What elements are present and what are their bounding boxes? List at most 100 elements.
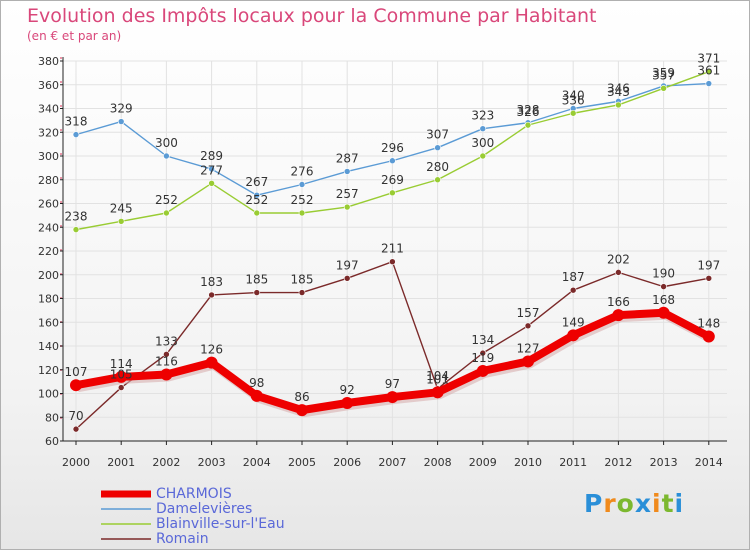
- data-point-charmois: [702, 330, 715, 343]
- data-point-romain: [524, 322, 532, 330]
- data-point-charmois: [522, 355, 534, 368]
- x-tick-label: 2009: [469, 456, 497, 469]
- data-label-charmois: 166: [607, 295, 630, 309]
- data-point-romain: [479, 349, 487, 357]
- data-label-romain: 202: [607, 252, 630, 266]
- data-point-blainville: [524, 121, 532, 129]
- data-point-romain: [117, 384, 125, 391]
- data-point-charmois: [386, 391, 399, 404]
- data-point-blainville: [389, 189, 396, 197]
- proxiti-logo: Proxiti: [584, 489, 684, 518]
- data-label-blainville: 280: [426, 160, 449, 174]
- data-point-blainville: [298, 209, 306, 217]
- data-point-romain: [72, 425, 80, 433]
- data-label-romain: 211: [381, 242, 404, 256]
- y-tick-label: 160: [38, 316, 59, 329]
- data-label-charmois: 86: [294, 390, 309, 404]
- data-point-damelevieres: [72, 131, 80, 138]
- data-label-damelevieres: 296: [381, 141, 404, 155]
- data-label-damelevieres: 361: [697, 64, 720, 78]
- x-tick-label: 2000: [62, 456, 90, 469]
- data-point-charmois: [160, 368, 173, 381]
- data-point-blainville: [208, 180, 215, 187]
- y-tick-label: 120: [38, 364, 59, 377]
- data-point-damelevieres: [298, 181, 306, 188]
- data-point-charmois: [205, 356, 218, 369]
- data-label-blainville: 245: [110, 201, 133, 215]
- logo-letter: o: [616, 489, 635, 518]
- data-label-charmois: 98: [249, 376, 264, 390]
- series-damelevieres: [72, 80, 713, 199]
- data-label-charmois: 116: [155, 355, 178, 369]
- data-label-damelevieres: 276: [291, 165, 314, 179]
- data-label-blainville: 252: [155, 193, 178, 207]
- data-point-blainville: [163, 209, 170, 217]
- data-label-charmois: 101: [426, 372, 449, 386]
- data-label-romain: 70: [68, 409, 83, 423]
- series-blainville: [72, 68, 713, 233]
- data-point-damelevieres: [434, 144, 441, 151]
- data-label-romain: 183: [200, 275, 223, 289]
- data-label-charmois: 107: [65, 365, 88, 379]
- data-point-charmois: [431, 386, 444, 399]
- data-point-charmois: [476, 364, 489, 377]
- data-point-charmois: [567, 329, 580, 342]
- data-label-charmois: 127: [517, 341, 540, 355]
- data-point-blainville: [72, 226, 80, 233]
- chart-subtitle: (en € et par an): [27, 29, 122, 43]
- data-point-blainville: [479, 152, 487, 160]
- logo-letter: i: [652, 489, 662, 518]
- y-tick-label: 260: [38, 198, 59, 211]
- data-label-damelevieres: 318: [65, 115, 88, 129]
- y-tick-label: 200: [38, 269, 59, 282]
- data-label-blainville: 277: [200, 163, 223, 177]
- data-point-romain: [705, 275, 713, 282]
- x-tick-label: 2012: [604, 456, 632, 469]
- data-point-blainville: [434, 176, 441, 184]
- x-tick-label: 2002: [152, 456, 180, 469]
- logo-letter: P: [584, 489, 604, 518]
- data-label-blainville: 257: [336, 187, 359, 201]
- data-point-romain: [208, 291, 215, 299]
- data-label-damelevieres: 307: [426, 128, 449, 142]
- data-point-romain: [298, 289, 306, 296]
- data-label-blainville: 238: [65, 210, 88, 224]
- data-label-blainville: 343: [607, 85, 630, 99]
- data-label-romain: 185: [245, 273, 268, 287]
- data-point-damelevieres: [705, 80, 713, 87]
- data-label-romain: 185: [291, 273, 314, 287]
- data-label-blainville: 371: [697, 52, 720, 66]
- y-tick-label: 80: [45, 411, 59, 424]
- data-label-charmois: 114: [110, 357, 133, 371]
- legend-label-blainville: Blainville-sur-l'Eau: [156, 516, 285, 532]
- data-point-blainville: [343, 203, 351, 211]
- data-point-damelevieres: [343, 168, 351, 175]
- data-label-blainville: 269: [381, 173, 404, 187]
- data-label-romain: 157: [517, 306, 540, 320]
- data-point-charmois: [341, 397, 354, 409]
- data-point-blainville: [253, 209, 261, 217]
- y-tick-label: 360: [38, 79, 59, 92]
- data-point-blainville: [117, 218, 125, 225]
- data-label-romain: 133: [155, 334, 178, 348]
- y-tick-label: 380: [38, 55, 59, 68]
- data-label-charmois: 97: [385, 377, 400, 391]
- data-point-romain: [343, 275, 351, 282]
- legend: [101, 490, 151, 540]
- series-charmois: [70, 306, 715, 418]
- chart-title: Evolution des Impôts locaux pour la Comm…: [27, 5, 597, 27]
- data-label-romain: 105: [110, 368, 133, 382]
- data-label-charmois: 119: [471, 351, 494, 365]
- legend-label-romain: Romain: [156, 531, 209, 547]
- y-tick-label: 300: [38, 150, 59, 163]
- data-point-charmois: [250, 389, 263, 402]
- x-tick-label: 2001: [107, 456, 135, 469]
- x-tick-label: 2008: [424, 456, 452, 469]
- x-tick-label: 2003: [198, 456, 226, 469]
- data-label-damelevieres: 323: [471, 109, 494, 123]
- y-tick-label: 280: [38, 174, 59, 187]
- data-label-blainville: 336: [562, 93, 585, 107]
- x-tick-label: 2007: [378, 456, 406, 469]
